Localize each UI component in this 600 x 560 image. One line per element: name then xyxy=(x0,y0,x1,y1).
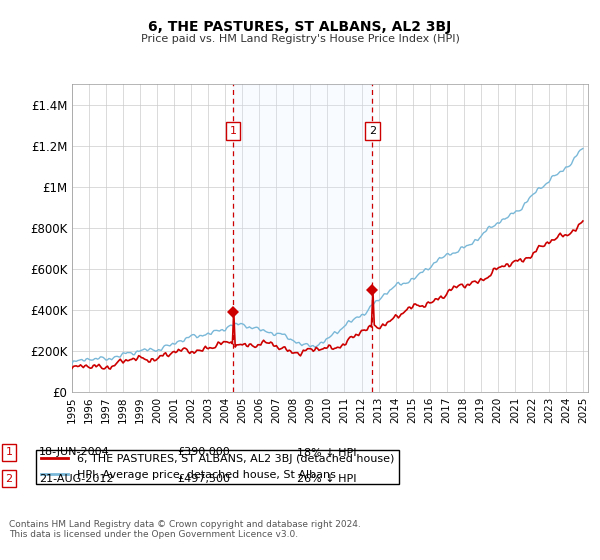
Text: Contains HM Land Registry data © Crown copyright and database right 2024.
This d: Contains HM Land Registry data © Crown c… xyxy=(9,520,361,539)
Text: 2: 2 xyxy=(5,474,13,484)
Text: 1: 1 xyxy=(5,447,13,458)
Legend: 6, THE PASTURES, ST ALBANS, AL2 3BJ (detached house), HPI: Average price, detach: 6, THE PASTURES, ST ALBANS, AL2 3BJ (det… xyxy=(36,450,399,484)
Bar xyxy=(233,84,372,392)
Text: 6, THE PASTURES, ST ALBANS, AL2 3BJ: 6, THE PASTURES, ST ALBANS, AL2 3BJ xyxy=(148,20,452,34)
Text: Price paid vs. HM Land Registry's House Price Index (HPI): Price paid vs. HM Land Registry's House … xyxy=(140,34,460,44)
Text: 21-AUG-2012: 21-AUG-2012 xyxy=(39,474,113,484)
Text: £390,000: £390,000 xyxy=(177,447,230,458)
Text: £497,500: £497,500 xyxy=(177,474,230,484)
Text: 18-JUN-2004: 18-JUN-2004 xyxy=(39,447,110,458)
Text: 1: 1 xyxy=(230,126,236,136)
Text: 2: 2 xyxy=(368,126,376,136)
Text: 26% ↓ HPI: 26% ↓ HPI xyxy=(297,474,356,484)
Text: 18% ↓ HPI: 18% ↓ HPI xyxy=(297,447,356,458)
